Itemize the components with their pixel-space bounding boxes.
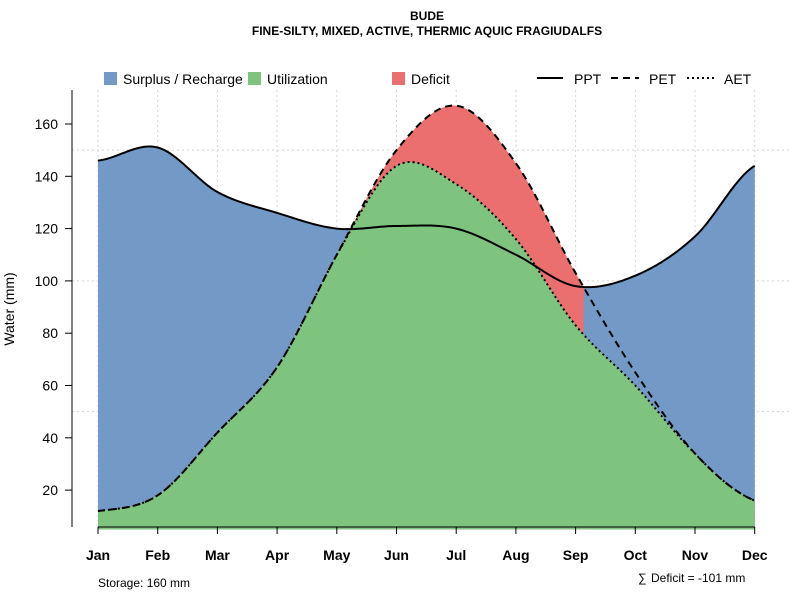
legend-swatch-utilization [248,72,261,85]
y-tick-label: 40 [42,430,58,446]
chart-title: BUDE [410,9,444,23]
x-tick-label: Aug [502,547,529,563]
y-tick-label: 80 [42,325,58,341]
area-fills [98,105,755,530]
axes: 20 40 60 80 100 120 140 160 Jan Feb Mar Apr May Jun Ju… [35,90,768,563]
y-tick-label: 100 [35,273,59,289]
y-tick-label: 60 [42,378,58,394]
legend-label-deficit: Deficit [411,71,450,87]
x-tick-label: Apr [265,547,290,563]
y-tick-label: 120 [35,221,59,237]
deficit-annotation: Deficit = -101 mm [651,571,745,585]
y-axis-label: Water (mm) [1,272,17,345]
series-line-pet [97,104,756,513]
x-tick-label: Sep [563,547,589,563]
legend-label-ppt: PPT [574,71,602,87]
legend-label-surplus: Surplus / Recharge [123,71,243,87]
x-tick-label: Mar [205,547,230,563]
x-tick-label: Jul [446,547,466,563]
legend-label-aet: AET [724,71,752,87]
x-tick-label: Feb [145,547,170,563]
y-tick-label: 20 [42,482,58,498]
area-utilization [98,162,755,530]
series-line-aet [97,161,756,513]
chart-subtitle: FINE-SILTY, MIXED, ACTIVE, THERMIC AQUIC… [252,24,602,38]
x-tick-label: Jun [384,547,409,563]
x-tick-label: Oct [624,547,648,563]
series-lines [97,104,756,513]
x-tick-label: Dec [742,547,768,563]
y-tick-label: 140 [35,168,59,184]
y-tick-label: 160 [35,116,59,132]
x-tick-label: Nov [682,547,709,563]
legend-label-pet: PET [649,71,677,87]
legend-label-utilization: Utilization [267,71,328,87]
series-line-ppt [97,145,756,289]
legend: Surplus / Recharge Utilization Deficit P… [104,71,752,87]
storage-annotation: Storage: 160 mm [98,576,190,590]
sigma-symbol: ∑ [638,571,647,585]
x-tick-label: Jan [86,547,110,563]
legend-swatch-surplus [104,72,117,85]
x-tick-label: May [323,547,350,563]
legend-swatch-deficit [392,72,405,85]
